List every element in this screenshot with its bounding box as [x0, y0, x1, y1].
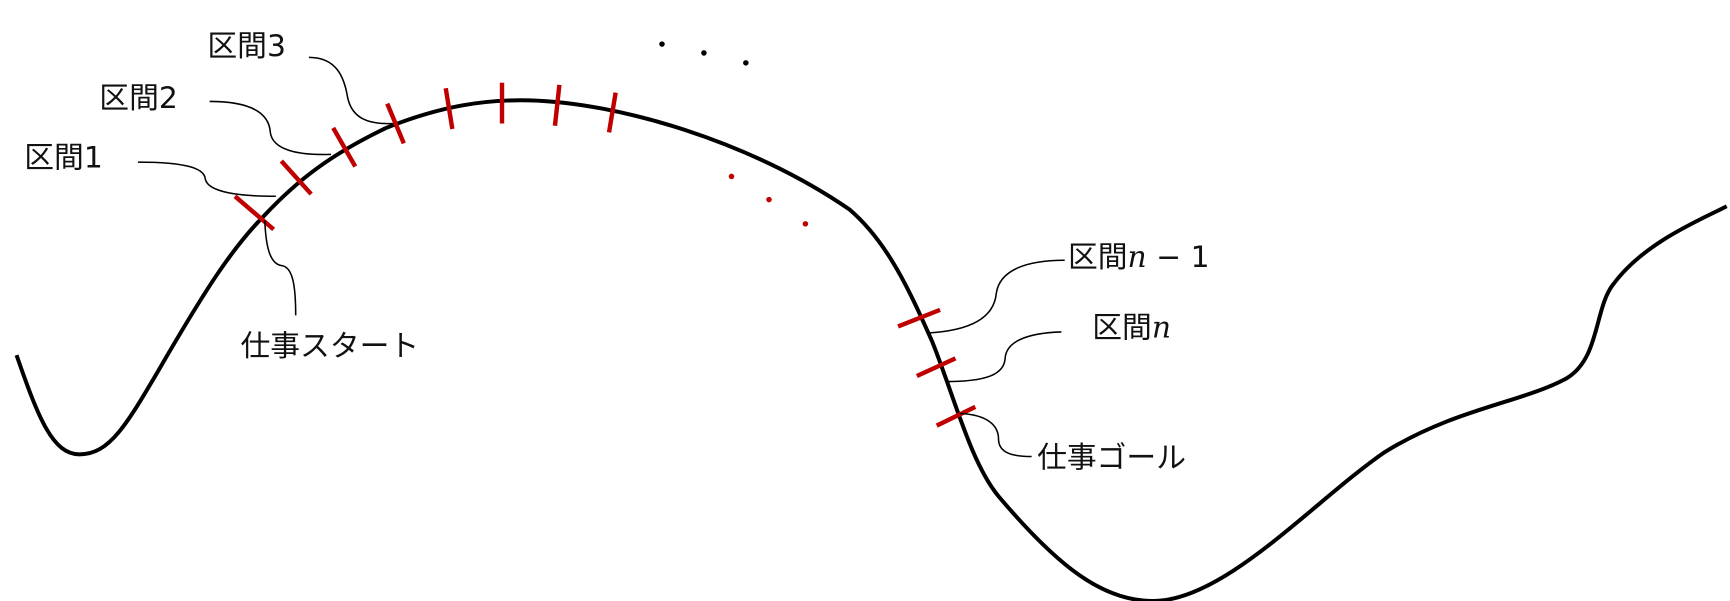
segment-n-var: n [1128, 240, 1147, 275]
segment-tick [233, 194, 276, 232]
ellipsis-dot [766, 196, 772, 203]
segment-n-var: n [1152, 310, 1171, 345]
leader-work-goal [959, 412, 1032, 458]
label-work-start: 仕事スタート [241, 329, 420, 364]
segment-tick [897, 307, 941, 329]
red-ellipsis-dots [728, 173, 809, 227]
leader-segment-n-minus-1 [926, 259, 1065, 334]
segment-prefix: 区間 [1092, 310, 1152, 345]
segment-tick [552, 84, 562, 126]
segment-tick [331, 126, 358, 168]
segment-tick [443, 87, 455, 130]
ellipsis-dot [701, 50, 707, 56]
segment-tick [385, 102, 406, 145]
ellipsis-dot [659, 41, 665, 47]
label-segment-n: 区間n [1092, 310, 1171, 345]
leader-lines [137, 56, 1065, 458]
segment-prefix: 区間 [1068, 240, 1128, 275]
segment-tick [935, 404, 977, 428]
label-segment-n-minus-1: 区間n − 1 [1068, 240, 1210, 275]
label-segment3: 区間3 [207, 29, 286, 64]
leader-work-start [264, 220, 297, 316]
ellipsis-dot [802, 221, 809, 227]
segment-tick [279, 159, 313, 196]
ellipsis-dot [728, 173, 735, 180]
segment-tick [915, 356, 957, 379]
leader-segment3 [308, 56, 393, 125]
segment-ticks [233, 82, 977, 428]
minus-one: − 1 [1147, 240, 1210, 275]
black-ellipsis-dots [659, 41, 749, 66]
leader-segment1 [137, 161, 276, 198]
label-segment2: 区間2 [99, 81, 178, 116]
work-path-curve [14, 98, 1728, 601]
label-segment1: 区間1 [24, 141, 103, 176]
leader-segment2 [209, 100, 332, 156]
label-work-goal: 仕事ゴール [1037, 441, 1186, 476]
segment-tick [606, 92, 618, 133]
leader-segment-n [945, 331, 1062, 383]
ellipsis-dot [743, 60, 749, 66]
